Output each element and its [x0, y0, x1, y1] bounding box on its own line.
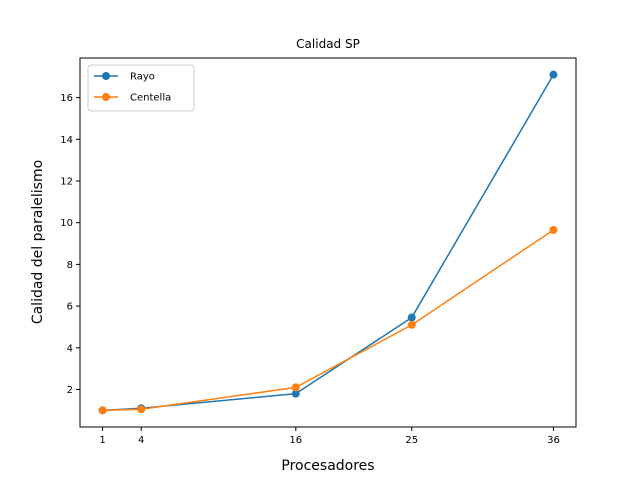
x-axis: 1 4 16 25 36: [99, 427, 560, 446]
x-tick-label: 1: [99, 435, 105, 446]
x-tick-label: 25: [405, 435, 418, 446]
series-layer: [98, 70, 558, 415]
y-tick-label: 12: [60, 177, 73, 188]
x-tick-label: 4: [138, 435, 144, 446]
data-point: [407, 320, 416, 329]
legend-item: Centella: [94, 93, 171, 104]
y-axis-title: Calidad del paralelismo: [30, 160, 46, 324]
y-tick-label: 10: [60, 218, 73, 229]
data-point: [549, 70, 558, 79]
plot-frame: [79, 57, 577, 428]
legend-marker: [102, 93, 110, 101]
series-centella: [98, 225, 558, 415]
data-point: [549, 225, 558, 234]
data-point: [407, 313, 416, 322]
legend-label: Rayo: [130, 72, 155, 83]
y-tick-label: 4: [67, 343, 73, 354]
y-tick-label: 14: [60, 135, 73, 146]
legend-item: Rayo: [94, 72, 155, 83]
x-axis-title: Procesadores: [281, 458, 374, 474]
y-axis: 2 4 6 8 10 12 14 16: [60, 93, 80, 396]
legend-marker: [102, 72, 110, 80]
data-point: [291, 383, 300, 392]
data-point: [291, 389, 300, 398]
data-point: [137, 405, 146, 414]
y-tick-label: 2: [67, 385, 73, 396]
x-tick-label: 16: [289, 435, 302, 446]
x-tick-label: 36: [547, 435, 560, 446]
legend-label: Centella: [130, 93, 171, 104]
chart-title: Calidad SP: [296, 37, 360, 51]
legend: Rayo Centella: [87, 64, 195, 112]
data-point: [98, 406, 107, 415]
y-tick-label: 6: [67, 302, 73, 313]
y-tick-label: 16: [60, 93, 73, 104]
y-tick-label: 8: [67, 260, 73, 271]
